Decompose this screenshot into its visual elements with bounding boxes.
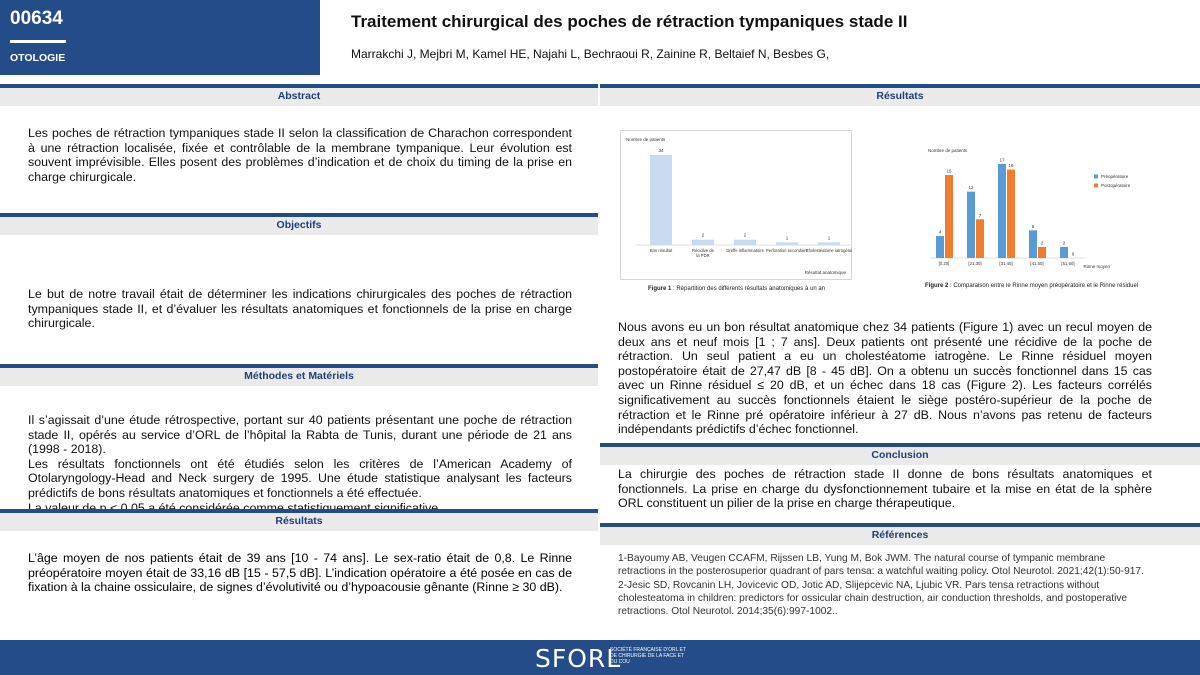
bar [967,191,975,258]
bar [1029,230,1037,258]
tick-label: [0,20] [939,261,950,266]
resultats-left-text: L’âge moyen de nos patients était de 39 … [28,551,572,595]
section-heading: Abstract [277,90,321,102]
section-bar-resultats-left: Résultats [0,509,598,531]
poster-authors: Marrakchi J, Mejbri M, Kamel HE, Najahi … [351,47,830,61]
tick-label: Bon résultat [650,248,673,253]
figure-2-chart: Nombre de patients 4 15 [0,20] 12 7 [21,30] 171… [928,148,1131,269]
data-label: 2 [1063,240,1066,245]
bar [936,235,944,258]
bar [1038,246,1046,258]
footer-bar: SFORL Société française d’ORL et de chir… [0,640,1200,675]
tick-label: [41,50] [1030,261,1043,266]
bar [998,164,1006,258]
figure-2-caption: Figure 2 : Comparaison entre le Rinne mo… [925,283,1139,289]
legend-swatch [1094,183,1098,188]
data-label: 2 [744,233,747,238]
section-heading: Résultats [275,515,323,527]
data-label: 2 [1041,240,1044,245]
resultats-right-text: Nous avons eu un bon résultat anatomique… [618,320,1152,437]
figure-1-caption: Figure 1 : Répartition des différents ré… [648,286,825,292]
section-bar-conclusion: Conclusion [600,443,1200,465]
data-label: 2 [702,233,705,238]
figure-1-chart: Nombre de patients 34 Bon résultat 2 Récidiv… [620,130,852,280]
data-label: 5 [1032,224,1035,229]
tick-label: [51,60] [1061,261,1074,266]
data-label: 7 [979,213,982,218]
conclusion-text: La chirurgie des poches de rétraction st… [618,467,1152,511]
bar [650,155,672,245]
axis-title: Résultat anatomique [805,270,847,275]
reference-item: 1-Bayoumy AB, Veugen CCAFM, Rijssen LB, … [618,553,1144,578]
legend-swatch [1094,174,1098,179]
sforl-logo: SFORL [535,644,622,673]
bar [1007,169,1015,258]
bar [818,242,840,245]
methodes-paragraph: Les résultats fonctionnels ont été étudi… [28,456,572,500]
tick-label: Greffe inflammatoire [726,248,765,253]
data-label: 4 [939,229,942,234]
bar [1060,246,1068,258]
section-bar-resultats-right: Résultats [600,84,1200,106]
data-label: 12 [968,185,974,190]
bar [692,239,714,245]
poster-number: 00634 [10,8,63,29]
bar [976,219,984,258]
section-bar-references: Références [600,523,1200,545]
data-label: 16 [1008,163,1014,168]
legend-label: Postopératoire [1101,183,1131,188]
section-heading: Objectifs [276,219,322,231]
poster-title: Traitement chirurgical des poches de rét… [351,12,908,31]
tick-label: Perforation secondaire [766,248,809,253]
sforl-logo-subtitle: Société française d’ORL et de chirurgie … [610,647,686,665]
legend-label: Préopératoire [1101,174,1129,179]
abstract-text: Les poches de rétraction tympaniques sta… [28,126,572,184]
section-heading: Conclusion [871,449,929,461]
axis-title: Nombre de patients [626,137,666,142]
tick-label: Récidive de [692,248,715,253]
tick-label: [21,30] [968,261,981,266]
section-heading: Résultats [876,90,924,102]
data-label: 15 [946,169,952,174]
section-bar-methodes: Méthodes et Matériels [0,364,598,386]
tick-label: Cholestéatome iatrogène [806,248,852,253]
data-label: 0 [1072,252,1075,257]
poster-category: OTOLOGIE [10,52,66,64]
tick-label: [31,40] [999,261,1012,266]
tick-label: la PDR [696,253,709,258]
methodes-paragraph: Il s’agissait d’une étude rétrospective,… [28,413,572,457]
methodes-paragraph: La valeur de p < 0,05 a été considérée c… [28,500,442,509]
section-heading: Méthodes et Matériels [244,370,354,382]
methodes-text: Il s’agissait d’une étude rétrospective,… [28,413,572,509]
reference-item: 2-Jesic SD, Rovcanin LH, Jovicevic OD, J… [618,579,1128,618]
section-bar-objectifs: Objectifs [0,213,598,235]
data-label: 34 [658,148,664,153]
section-heading: Références [871,529,929,541]
data-label: 1 [828,235,831,240]
bar [776,242,798,245]
poster-id-block: 00634 OTOLOGIE [0,0,320,75]
data-label: 1 [786,235,789,240]
axis-title: Rinne moyen [1083,264,1110,269]
bar [734,239,756,245]
bar [945,175,953,258]
axis-title: Nombre de patients [928,148,968,153]
divider [10,40,66,43]
objectifs-text: Le but de notre travail était de détermi… [28,287,572,331]
section-bar-abstract: Abstract [0,84,598,106]
data-label: 17 [999,158,1005,163]
references-list: 1-Bayoumy AB, Veugen CCAFM, Rijssen LB, … [618,552,1148,618]
